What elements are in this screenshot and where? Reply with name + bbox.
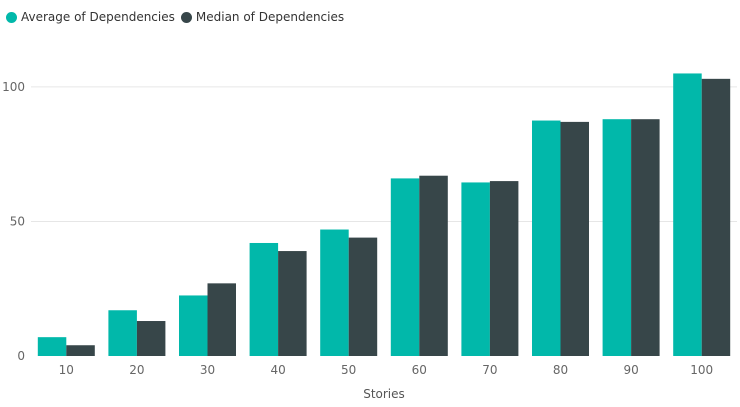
bar-median-80[interactable] [560,121,590,357]
x-tick-label: 80 [553,363,568,377]
x-tick-label: 50 [341,363,356,377]
x-tick-label: 20 [129,363,144,377]
bar-average-30[interactable] [179,295,208,356]
bar-average-60[interactable] [390,178,420,356]
legend-item-median[interactable]: Median of Dependencies [180,10,345,24]
bar-median-20[interactable] [136,321,166,356]
bar-average-10[interactable] [37,337,67,356]
bars [37,73,731,357]
x-axis-title: Stories [363,387,405,401]
bar-median-60[interactable] [419,175,448,356]
bar-median-100[interactable] [701,78,731,356]
bar-average-70[interactable] [461,182,490,356]
x-tick-label: 40 [270,363,285,377]
bar-median-50[interactable] [348,237,378,356]
x-tick-label: 70 [482,363,497,377]
legend-label-median: Median of Dependencies [195,10,345,24]
bar-average-40[interactable] [249,242,279,356]
y-axis: 0 50 100 [2,80,25,363]
bar-median-70[interactable] [489,181,519,356]
bar-average-90[interactable] [602,119,632,356]
y-tick-label: 50 [10,214,25,228]
legend-label-average: Average of Dependencies [21,10,175,24]
legend-swatch-average [6,11,17,23]
legend-item-average[interactable]: Average of Dependencies [6,10,175,24]
bar-average-20[interactable] [108,310,137,356]
x-tick-label: 10 [59,363,74,377]
x-tick-label: 30 [200,363,215,377]
bar-median-10[interactable] [66,345,95,356]
y-tick-label: 100 [2,80,25,94]
legend-swatch-median [180,11,192,23]
x-tick-label: 90 [623,363,638,377]
y-tick-label: 0 [17,349,25,363]
x-axis: 10 20 30 40 50 60 70 80 90 100 [59,363,713,377]
bar-average-100[interactable] [673,73,702,357]
bar-median-40[interactable] [278,251,307,356]
legend: Average of Dependencies Median of Depend… [6,8,344,26]
bar-average-80[interactable] [532,120,561,356]
x-tick-label: 100 [690,363,713,377]
bar-median-90[interactable] [631,119,660,356]
x-tick-label: 60 [412,363,427,377]
bar-average-50[interactable] [320,229,349,356]
bar-median-30[interactable] [207,283,237,356]
